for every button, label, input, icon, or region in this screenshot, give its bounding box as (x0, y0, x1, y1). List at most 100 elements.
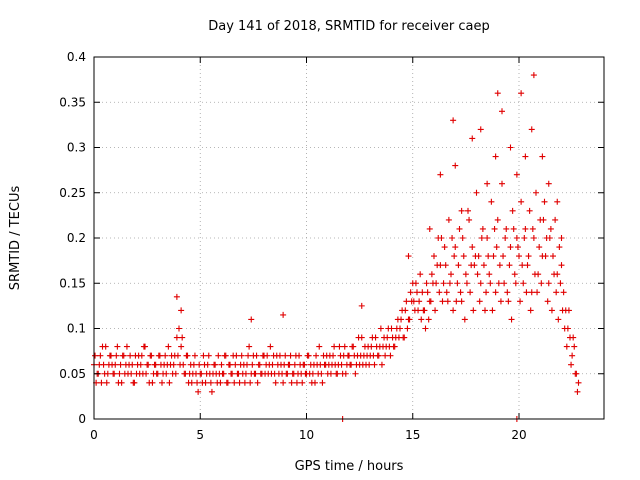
data-point (473, 189, 480, 196)
data-point (106, 352, 113, 359)
data-point (225, 361, 232, 368)
data-point (528, 126, 535, 133)
data-points (91, 72, 582, 422)
chart-title: Day 141 of 2018, SRMTID for receiver cae… (208, 19, 490, 34)
data-point (571, 343, 578, 350)
data-point (230, 352, 237, 359)
data-point (457, 289, 464, 296)
data-point (332, 361, 339, 368)
data-point (165, 343, 172, 350)
data-point (522, 225, 529, 232)
data-point (136, 370, 143, 377)
data-point (121, 370, 128, 377)
data-point (177, 361, 184, 368)
data-point (240, 361, 247, 368)
data-point (572, 370, 579, 377)
data-point (518, 90, 525, 97)
data-point (198, 370, 205, 377)
data-point (358, 302, 365, 309)
data-point (519, 262, 526, 269)
data-point (282, 352, 289, 359)
y-tick-label: 0.05 (59, 367, 86, 381)
data-point (119, 352, 126, 359)
data-point (553, 289, 560, 296)
data-point (483, 289, 490, 296)
data-point (361, 343, 368, 350)
data-point (444, 298, 451, 305)
data-point (479, 225, 486, 232)
data-point (353, 361, 360, 368)
data-point (402, 307, 409, 314)
data-point (426, 225, 433, 232)
data-point (352, 370, 359, 377)
data-point (179, 334, 186, 341)
x-tick-label: 20 (511, 428, 526, 442)
data-point (488, 198, 495, 205)
data-point (291, 361, 298, 368)
data-point (349, 343, 356, 350)
data-point (378, 361, 385, 368)
data-point (296, 352, 303, 359)
data-point (440, 280, 447, 287)
data-point (231, 379, 238, 386)
x-tick-labels: 0 5 10 15 20 (90, 428, 526, 442)
data-point (514, 244, 521, 251)
data-point (492, 153, 499, 160)
data-point (511, 271, 518, 278)
data-point (516, 253, 522, 260)
data-point (441, 244, 448, 251)
data-point (499, 108, 505, 115)
data-point (470, 307, 477, 314)
data-point (500, 253, 507, 260)
data-point (319, 379, 326, 386)
y-tick-label: 0.15 (59, 276, 86, 290)
data-point (513, 235, 520, 241)
y-tick-label: 0 (78, 412, 86, 426)
data-point (404, 325, 411, 332)
data-point (541, 198, 548, 205)
data-point (255, 361, 262, 368)
data-point (495, 280, 502, 287)
data-point (558, 235, 565, 241)
data-point (143, 370, 150, 377)
data-point (223, 379, 230, 386)
data-point (368, 343, 375, 350)
data-point (313, 352, 320, 359)
data-point (489, 307, 496, 314)
data-point (208, 388, 215, 395)
data-point (100, 361, 107, 368)
data-point (155, 352, 162, 359)
data-point (359, 361, 366, 368)
x-tick-label: 15 (405, 428, 420, 442)
data-point (374, 352, 381, 359)
data-point (414, 289, 420, 296)
data-point (540, 216, 547, 223)
data-point (253, 352, 260, 359)
data-point (109, 361, 116, 368)
data-point (330, 352, 337, 359)
data-point (450, 307, 457, 314)
data-point (211, 361, 218, 368)
data-point (123, 343, 130, 350)
data-point (245, 352, 252, 359)
data-point (503, 225, 510, 232)
data-point (478, 235, 485, 241)
data-point (194, 379, 201, 386)
data-point (262, 370, 269, 377)
data-point (228, 370, 235, 377)
data-point (341, 343, 348, 350)
data-point (316, 343, 323, 350)
data-point (325, 361, 332, 368)
data-point (507, 144, 514, 151)
data-point (469, 135, 476, 142)
data-point (459, 235, 466, 241)
data-point (554, 198, 561, 205)
data-point (376, 343, 383, 350)
data-point (185, 379, 192, 386)
data-point (493, 244, 500, 251)
data-point (147, 352, 154, 359)
data-point (159, 379, 165, 386)
data-point (425, 316, 432, 323)
data-point (477, 280, 484, 287)
data-point (542, 253, 549, 260)
